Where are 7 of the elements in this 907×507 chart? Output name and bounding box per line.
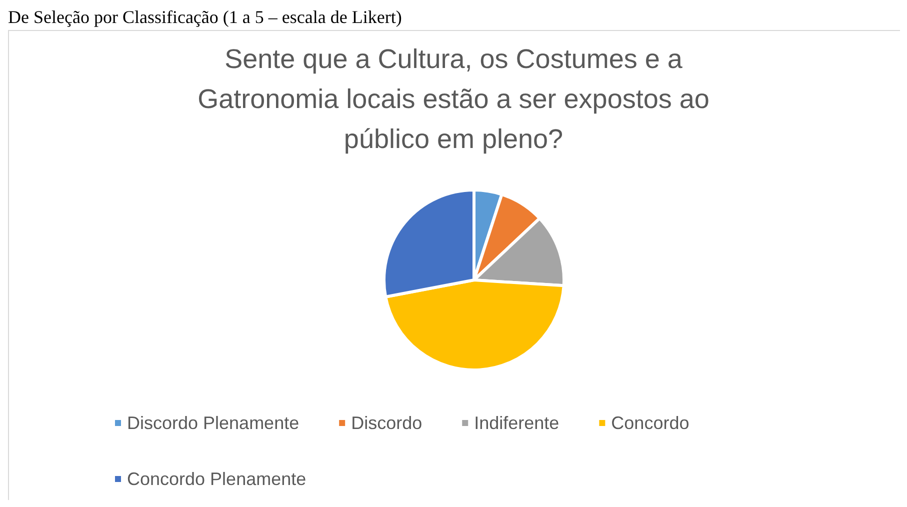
- legend-label: Concordo Plenamente: [127, 469, 306, 489]
- legend-label: Discordo Plenamente: [127, 413, 300, 433]
- legend-label: Indiferente: [474, 413, 560, 433]
- chart-title: Sente que a Cultura, os Costumes e a Gatronomia locais estão a ser expostos ao público em pleno?: [198, 44, 710, 154]
- text: De Seleção por Classificação (1 a 5 – escala de Likert): [8, 7, 402, 27]
- legend-label: Discordo: [351, 413, 422, 433]
- legend-label: Concordo: [611, 413, 690, 433]
